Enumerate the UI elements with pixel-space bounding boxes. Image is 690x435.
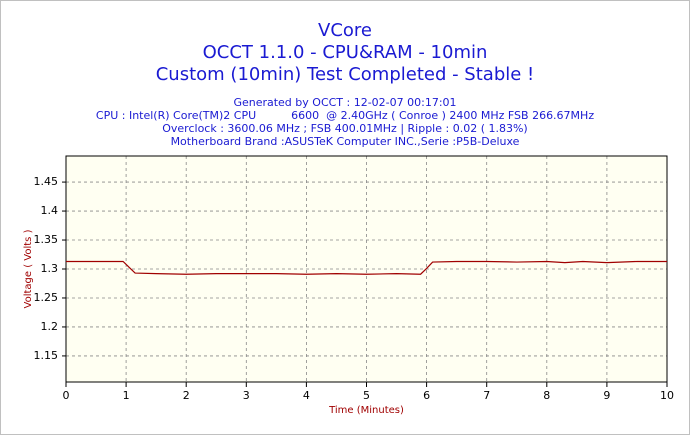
y-tick-label: 1.15: [34, 349, 59, 362]
y-tick-label: 1.2: [41, 320, 59, 333]
chart-title: Custom (10min) Test Completed - Stable !: [156, 64, 535, 85]
y-axis-label: Voltage ( Volts ): [23, 229, 34, 308]
x-axis-label: Time (Minutes): [328, 405, 404, 416]
y-tick-label: 1.45: [34, 175, 59, 188]
chart-title: VCore: [318, 20, 372, 41]
x-tick-label: 5: [363, 389, 370, 402]
data-line: [66, 260, 667, 275]
x-tick-label: 6: [423, 389, 430, 402]
y-tick-label: 1.4: [41, 204, 59, 217]
y-tick-label: 1.35: [34, 233, 59, 246]
subtitle: Generated by OCCT : 12-02-07 00:17:01: [233, 96, 456, 109]
y-tick-label: 1.25: [34, 291, 59, 304]
x-tick-label: 0: [63, 389, 70, 402]
x-tick-label: 3: [243, 389, 250, 402]
plot-border: [65, 155, 668, 383]
x-tick-label: 2: [183, 389, 190, 402]
chart-title: OCCT 1.1.0 - CPU&RAM - 10min: [203, 42, 488, 63]
x-tick-label: 7: [483, 389, 490, 402]
x-tick-label: 8: [543, 389, 550, 402]
subtitle: Overclock : 3600.06 MHz ; FSB 400.01MHz …: [162, 122, 527, 135]
subtitle: CPU : Intel(R) Core(TM)2 CPU 6600 @ 2.40…: [96, 109, 594, 122]
x-tick-label: 4: [303, 389, 310, 402]
subtitle: Motherboard Brand :ASUSTeK Computer INC.…: [171, 135, 520, 148]
x-tick-label: 1: [123, 389, 130, 402]
x-tick-label: 10: [660, 389, 674, 402]
x-tick-label: 9: [603, 389, 610, 402]
y-tick-label: 1.3: [41, 262, 59, 275]
